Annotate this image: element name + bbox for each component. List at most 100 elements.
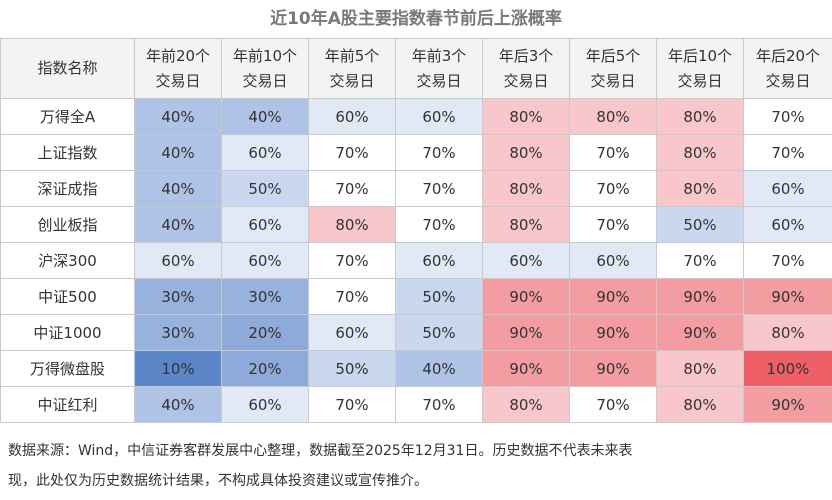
value-cell: 90% — [482, 314, 570, 351]
value-cell: 70% — [569, 206, 657, 243]
column-header-line1: 年后5个 — [585, 46, 641, 65]
value-cell: 70% — [743, 242, 832, 279]
value-cell: 100% — [743, 350, 832, 387]
column-header-line1: 年前3个 — [411, 46, 467, 65]
value-cell: 90% — [569, 314, 657, 351]
value-cell: 60% — [134, 242, 222, 279]
footnote-line-1: 数据来源：Wind，中信证券客群发展中心整理，数据截至2025年12月31日。历… — [8, 443, 633, 459]
value-cell: 80% — [656, 350, 744, 387]
column-header: 年前5个交易日 — [308, 38, 396, 99]
value-cell: 70% — [308, 386, 396, 423]
table-row: 中证500 30% 30% 70% 50% 90% 90% 90% 90% — [0, 278, 832, 315]
table-row: 上证指数 40% 60% 70% 70% 80% 70% 80% 70% — [0, 134, 832, 171]
index-name: 深证成指 — [0, 170, 135, 207]
value-cell: 90% — [743, 278, 832, 315]
value-cell: 90% — [569, 278, 657, 315]
value-cell: 40% — [395, 350, 483, 387]
value-cell: 80% — [482, 134, 570, 171]
table-row: 万得微盘股 10% 20% 50% 40% 90% 90% 80% 100% — [0, 350, 832, 387]
column-header-line2: 交易日 — [155, 71, 201, 90]
value-cell: 70% — [308, 170, 396, 207]
value-cell: 90% — [656, 314, 744, 351]
value-cell: 60% — [221, 206, 309, 243]
column-header: 年前10个交易日 — [221, 38, 309, 99]
index-name: 上证指数 — [0, 134, 135, 171]
value-cell: 70% — [395, 206, 483, 243]
value-cell: 70% — [308, 134, 396, 171]
corner-header: 指数名称 — [0, 38, 135, 99]
column-header-line1: 年前20个 — [145, 46, 211, 65]
column-header-line1: 年后10个 — [667, 46, 733, 65]
column-header: 年后5个 交易日 — [569, 38, 657, 99]
value-cell: 70% — [395, 170, 483, 207]
column-header-line2: 交易日 — [416, 71, 462, 90]
header-row: 指数名称 年前20个 交易日 年前10个 交易日 年前5个 交易日 年前3个 交易日 年后3个交… — [0, 38, 832, 99]
value-cell: 40% — [134, 206, 222, 243]
value-cell: 80% — [308, 206, 396, 243]
column-header-line1: 年前10个 — [232, 46, 298, 65]
value-cell: 60% — [308, 98, 396, 135]
value-cell: 40% — [221, 98, 309, 135]
value-cell: 60% — [482, 242, 570, 279]
column-header: 年后3个交易日 — [482, 38, 570, 99]
value-cell: 30% — [134, 278, 222, 315]
table-row: 沪深300 60% 60% 70% 60% 60% 60% 70% 70% — [0, 242, 832, 279]
column-header-line2: 交易日 — [765, 71, 811, 90]
value-cell: 70% — [743, 98, 832, 135]
value-cell: 50% — [395, 278, 483, 315]
index-name: 万得微盘股 — [0, 350, 135, 387]
column-header: 年后20个交易日 — [743, 38, 832, 99]
chart-title: 近10年A股主要指数春节前后上涨概率 — [270, 9, 562, 29]
value-cell: 60% — [743, 206, 832, 243]
value-cell: 90% — [482, 278, 570, 315]
footnote-line-2: 现，此处仅为历史数据统计结果，不构成具体投资建议或宣传推介。 — [8, 473, 428, 489]
column-header-line2: 交易日 — [329, 71, 375, 90]
value-cell: 70% — [569, 134, 657, 171]
column-header-line2: 交易日 — [677, 71, 723, 90]
value-cell: 50% — [221, 170, 309, 207]
value-cell: 70% — [569, 170, 657, 207]
value-cell: 80% — [656, 170, 744, 207]
column-header-line1: 年后20个 — [755, 46, 821, 65]
index-name: 创业板指 — [0, 206, 135, 243]
value-cell: 80% — [569, 98, 657, 135]
footnote: 数据来源：Wind，中信证券客群发展中心整理，数据截至2025年12月31日。历… — [8, 436, 826, 496]
value-cell: 20% — [221, 350, 309, 387]
value-cell: 40% — [134, 134, 222, 171]
value-cell: 50% — [395, 314, 483, 351]
value-cell: 80% — [656, 98, 744, 135]
column-header-line2: 交易日 — [242, 71, 288, 90]
value-cell: 60% — [308, 314, 396, 351]
value-cell: 70% — [395, 386, 483, 423]
value-cell: 60% — [221, 386, 309, 423]
value-cell: 60% — [395, 242, 483, 279]
column-header-line1: 年前5个 — [324, 46, 380, 65]
column-header: 年后10个交易日 — [656, 38, 744, 99]
value-cell: 90% — [482, 350, 570, 387]
value-cell: 40% — [134, 98, 222, 135]
value-cell: 60% — [221, 134, 309, 171]
value-cell: 60% — [221, 242, 309, 279]
value-cell: 60% — [395, 98, 483, 135]
value-cell: 90% — [569, 350, 657, 387]
value-cell: 90% — [743, 386, 832, 423]
column-header-line1: 年后3个 — [498, 46, 554, 65]
value-cell: 20% — [221, 314, 309, 351]
value-cell: 50% — [656, 206, 744, 243]
value-cell: 70% — [308, 242, 396, 279]
column-header-line2: 交易日 — [503, 71, 549, 90]
table-row: 万得全A 40% 40% 60% 60% 80% 80% 80% 70% — [0, 98, 832, 135]
value-cell: 40% — [134, 170, 222, 207]
value-cell: 60% — [743, 170, 832, 207]
value-cell: 70% — [656, 242, 744, 279]
index-name: 中证500 — [0, 278, 135, 315]
value-cell: 50% — [308, 350, 396, 387]
value-cell: 70% — [308, 278, 396, 315]
index-name: 中证1000 — [0, 314, 135, 351]
value-cell: 70% — [743, 134, 832, 171]
value-cell: 80% — [656, 134, 744, 171]
table-row: 创业板指 40% 60% 80% 70% 80% 70% 50% 60% — [0, 206, 832, 243]
value-cell: 80% — [656, 386, 744, 423]
value-cell: 60% — [569, 242, 657, 279]
table-row: 深证成指 40% 50% 70% 70% 80% 70% 80% 60% — [0, 170, 832, 207]
